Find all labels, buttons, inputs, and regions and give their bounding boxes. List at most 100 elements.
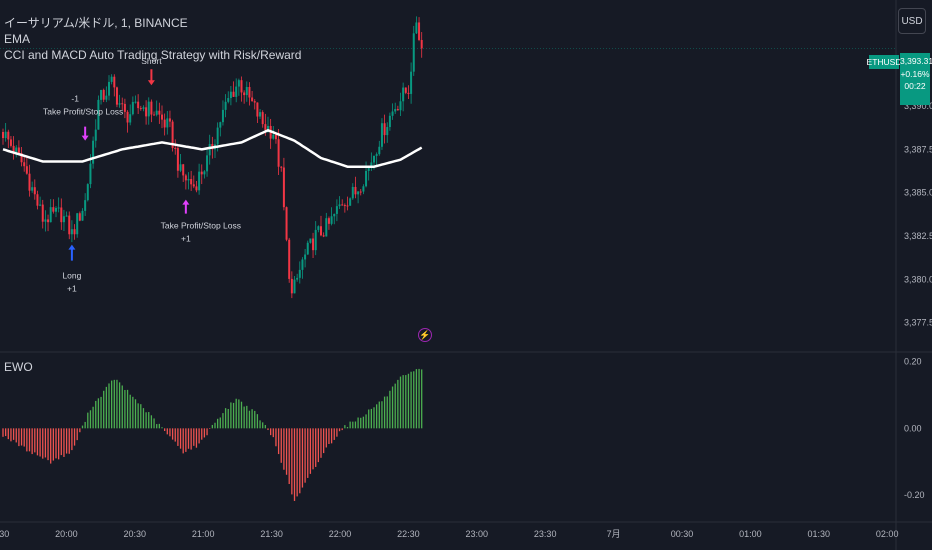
candle-body <box>78 213 81 221</box>
candle-body <box>113 76 116 88</box>
candle-body <box>343 205 346 207</box>
ewo-tick-label: 0.00 <box>904 423 922 433</box>
candle-body <box>280 166 283 168</box>
candle-body <box>155 110 158 115</box>
symbol-title: イーサリアム/米ドル, 1, BINANCE <box>4 16 188 30</box>
candle-body <box>290 278 293 294</box>
candle-body <box>179 164 182 171</box>
candle-body <box>309 238 312 243</box>
candle-body <box>410 71 413 94</box>
candle-body <box>325 218 328 237</box>
candle-body <box>341 204 344 206</box>
long-qty: +1 <box>67 284 77 294</box>
candle-body <box>192 184 195 187</box>
candle-body <box>261 112 264 125</box>
candle-body <box>216 127 219 145</box>
candle-body <box>158 110 161 115</box>
time-tick-label: 01:30 <box>808 529 831 539</box>
candle-body <box>187 179 190 181</box>
candle-body <box>322 235 325 237</box>
candle-body <box>394 109 397 112</box>
candle-body <box>126 111 129 123</box>
candle-body <box>338 204 341 207</box>
candle-body <box>7 131 10 140</box>
candle-body <box>94 129 97 141</box>
time-tick-label: 7月 <box>607 529 621 539</box>
candle-body <box>147 101 150 117</box>
candle-body <box>31 187 34 191</box>
ema-legend[interactable]: EMA <box>4 32 31 46</box>
candle-body <box>351 186 354 199</box>
candle-body <box>100 89 103 100</box>
candle-body <box>142 107 145 109</box>
candle-body <box>182 164 185 176</box>
exit-arrow <box>81 126 89 141</box>
candle-body <box>314 229 317 251</box>
candle-body <box>312 238 315 251</box>
candle-body <box>44 219 47 222</box>
candle-body <box>73 229 76 235</box>
candle-body <box>92 140 95 164</box>
exit-arrow <box>182 199 190 214</box>
candle-body <box>171 121 174 148</box>
candle-body <box>298 269 301 278</box>
price-tick-label: 3,380.00 <box>904 274 932 284</box>
candle-body <box>235 86 238 97</box>
candle-body <box>23 162 26 167</box>
candle-body <box>118 103 121 105</box>
exit-qty: +1 <box>181 234 191 244</box>
candle-body <box>203 171 206 175</box>
ewo-legend[interactable]: EWO <box>4 360 33 374</box>
candle-body <box>418 22 421 40</box>
time-tick-label: 19:30 <box>0 529 9 539</box>
candle-body <box>320 226 322 236</box>
candle-body <box>420 39 423 49</box>
candle-body <box>102 89 105 100</box>
short-entry-arrow <box>147 69 155 86</box>
candle-body <box>55 207 57 212</box>
candle-body <box>4 131 7 139</box>
lightning-icon[interactable]: ⚡ <box>418 328 432 342</box>
strategy-legend[interactable]: CCI and MACD Auto Trading Strategy with … <box>4 48 302 62</box>
candle-body <box>232 91 235 97</box>
candle-body <box>198 171 201 191</box>
candle-body <box>404 87 407 93</box>
candle-body <box>293 279 296 294</box>
candle-body <box>335 206 338 214</box>
candle-body <box>399 101 402 111</box>
candle-body <box>25 166 28 174</box>
candle-body <box>317 226 320 230</box>
candle-body <box>195 186 198 191</box>
currency-button[interactable]: USD <box>898 8 926 34</box>
candle-body <box>161 114 163 120</box>
candle-body <box>86 184 89 201</box>
price-tick-label: 3,377.50 <box>904 318 932 328</box>
candle-body <box>219 122 222 128</box>
candle-body <box>272 134 275 139</box>
time-tick-label: 22:00 <box>329 529 352 539</box>
candle-body <box>115 87 118 105</box>
candle-body <box>134 101 137 103</box>
candle-body <box>282 167 285 208</box>
candle-body <box>176 148 179 171</box>
candle-body <box>105 95 108 100</box>
last-price-label: 3,393.31 +0.16% 00:22 <box>900 53 932 105</box>
candle-body <box>121 103 124 105</box>
candle-body <box>33 187 36 195</box>
candle-body <box>68 215 71 235</box>
candle-body <box>277 139 280 167</box>
candle-body <box>354 186 357 195</box>
ema-line <box>2 128 423 168</box>
candle-body <box>47 219 50 223</box>
candle-body <box>184 175 187 181</box>
candle-body <box>62 216 65 223</box>
candle-body <box>349 198 352 206</box>
candle-body <box>227 98 230 102</box>
candle-body <box>373 155 375 163</box>
candle-body <box>240 80 243 93</box>
candle-body <box>190 179 193 185</box>
candle-body <box>367 166 370 171</box>
price-tick-label: 3,385.00 <box>904 188 932 198</box>
time-tick-label: 23:00 <box>466 529 489 539</box>
